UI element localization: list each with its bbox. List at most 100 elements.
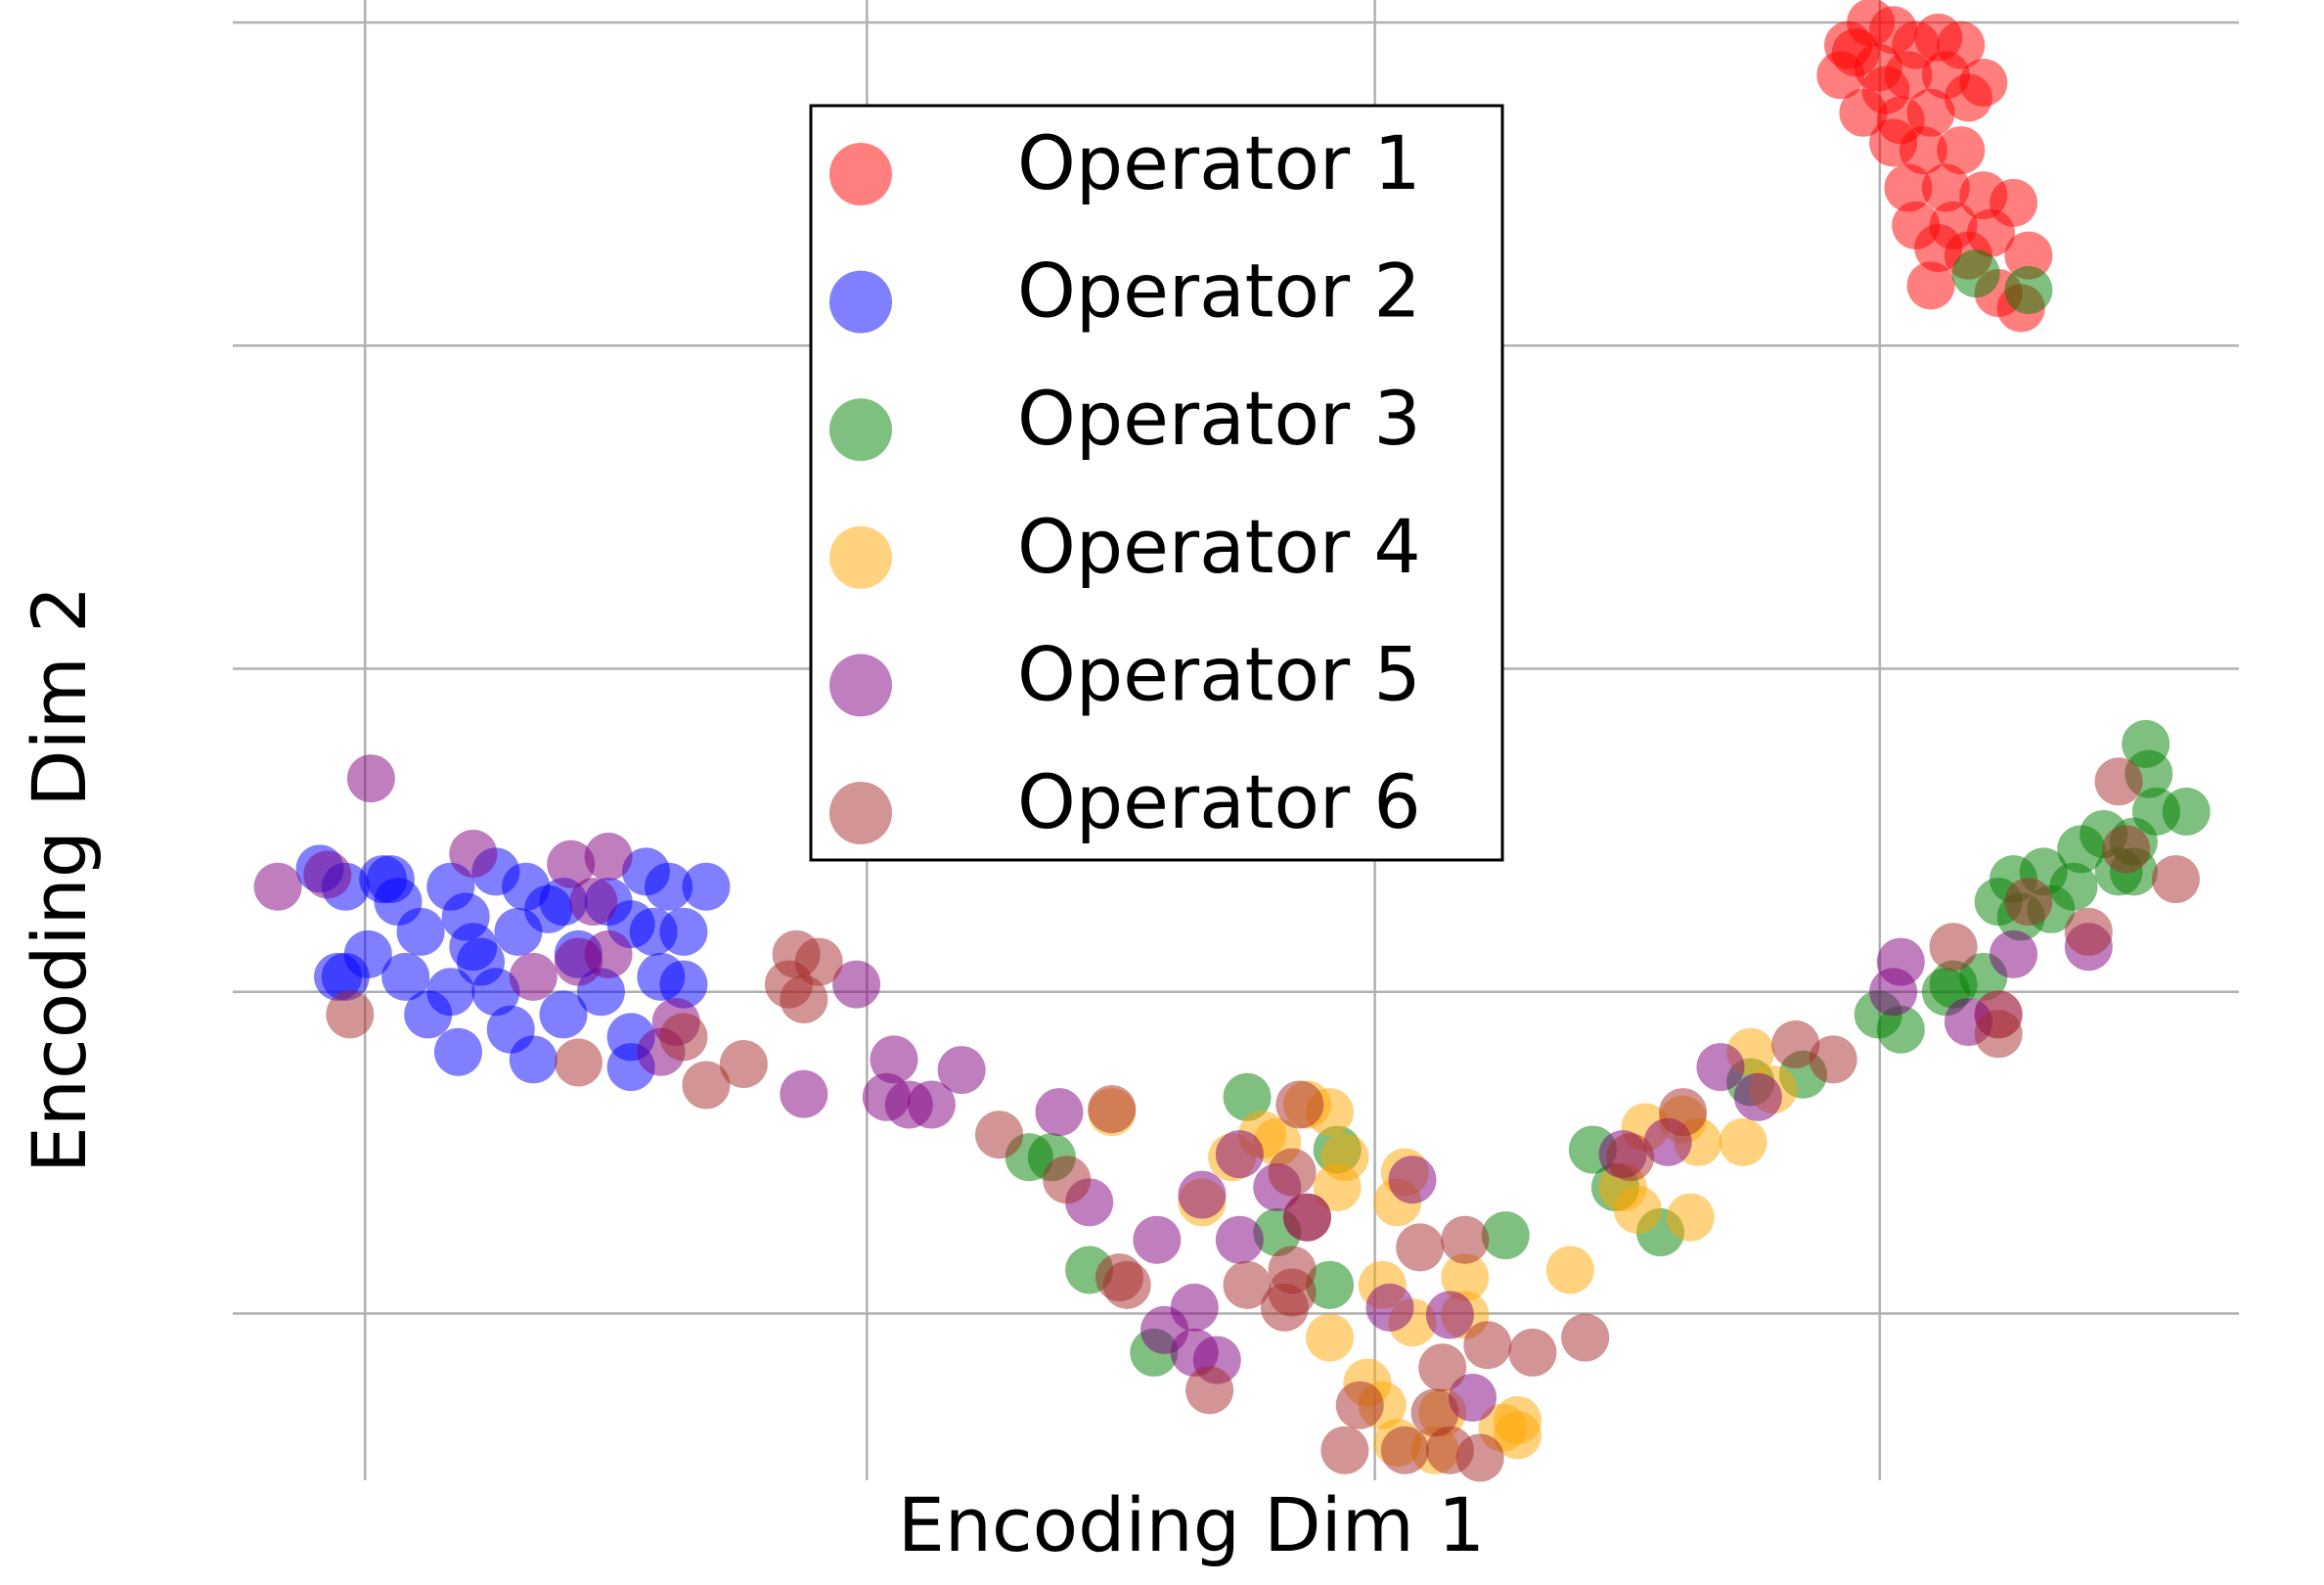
point — [2102, 825, 2151, 874]
point — [554, 937, 603, 986]
point — [1410, 1388, 1459, 1437]
point — [396, 907, 445, 956]
point — [1396, 1223, 1445, 1272]
point — [433, 1027, 482, 1076]
point — [1696, 1043, 1745, 1092]
point — [1365, 1283, 1414, 1332]
point — [343, 929, 392, 978]
point — [303, 850, 352, 899]
point — [659, 1013, 708, 1062]
point — [1306, 1313, 1355, 1362]
point — [659, 960, 708, 1009]
point — [1876, 1005, 1925, 1054]
point — [629, 907, 678, 956]
legend-marker — [829, 398, 892, 462]
point — [1320, 1426, 1369, 1474]
point — [780, 974, 828, 1023]
point — [1268, 1268, 1317, 1317]
point — [1481, 1211, 1530, 1260]
legend-marker — [829, 143, 892, 205]
legend-label: Operator 6 — [1017, 758, 1421, 845]
point — [1951, 249, 2000, 298]
point — [1035, 1088, 1084, 1137]
point — [404, 990, 453, 1039]
point — [1380, 1426, 1429, 1474]
point — [1178, 1170, 1227, 1219]
point — [1088, 1085, 1137, 1134]
point — [381, 952, 430, 1001]
point — [1545, 1245, 1594, 1294]
point — [1906, 88, 1955, 137]
points — [253, 0, 2211, 1482]
point — [1944, 73, 1992, 122]
point — [1606, 1133, 1655, 1182]
point — [1448, 1374, 1497, 1423]
point — [1282, 1193, 1331, 1242]
point — [1223, 1072, 1272, 1121]
point — [1215, 1130, 1264, 1179]
point — [1719, 1117, 1767, 1166]
point — [1102, 1260, 1151, 1309]
legend-label: Operator 1 — [1017, 119, 1421, 206]
point — [569, 878, 618, 927]
point — [645, 862, 693, 911]
legend-marker — [829, 270, 892, 334]
point — [1215, 1215, 1264, 1264]
point — [253, 862, 302, 911]
point — [471, 968, 520, 1017]
point — [1659, 1088, 1708, 1137]
point — [584, 833, 633, 882]
point — [366, 855, 415, 904]
legend-marker — [829, 782, 892, 844]
legend: Operator 1 Operator 2 Operator 3 Operator 4… — [809, 104, 1504, 862]
point — [1884, 163, 1933, 212]
legend-marker — [829, 654, 892, 717]
point — [870, 1035, 918, 1084]
point — [1223, 1260, 1272, 1309]
y-axis-label: Encoding Dim 2 — [16, 586, 103, 1174]
point — [1494, 1411, 1542, 1460]
point — [1899, 126, 1947, 175]
point — [832, 960, 881, 1009]
point — [1441, 1253, 1490, 1302]
point — [524, 884, 573, 933]
point — [1275, 1080, 1324, 1129]
point — [1388, 1155, 1437, 1204]
legend-label: Operator 4 — [1017, 503, 1421, 590]
point — [1771, 1020, 1820, 1069]
legend-label: Operator 2 — [1017, 248, 1421, 335]
point — [682, 1061, 731, 1110]
point — [2151, 855, 2200, 904]
point — [780, 1069, 828, 1118]
point — [1906, 261, 1955, 310]
point — [539, 990, 588, 1039]
point — [682, 862, 731, 911]
point — [1185, 1366, 1234, 1415]
point — [2004, 878, 2053, 927]
point — [975, 1110, 1024, 1159]
point — [1441, 1215, 1490, 1264]
point — [346, 754, 395, 803]
point — [1418, 1343, 1467, 1392]
point — [719, 1040, 768, 1089]
x-axis-label: Encoding Dim 1 — [898, 1481, 1486, 1568]
point — [1809, 1035, 1857, 1084]
point — [1425, 1426, 1474, 1474]
point — [2094, 757, 2143, 806]
point — [1666, 1193, 1715, 1242]
point — [1929, 923, 1978, 972]
point — [1733, 1072, 1782, 1121]
point — [1268, 1148, 1317, 1197]
point — [907, 1080, 956, 1129]
point — [2004, 231, 2053, 280]
point — [1974, 1010, 2023, 1059]
point — [449, 923, 498, 972]
point — [1313, 1162, 1362, 1211]
point — [1561, 1313, 1610, 1362]
point — [1508, 1328, 1557, 1377]
point — [1831, 28, 1880, 77]
legend-box — [809, 104, 1504, 862]
point — [326, 990, 375, 1039]
point — [509, 1035, 558, 1084]
